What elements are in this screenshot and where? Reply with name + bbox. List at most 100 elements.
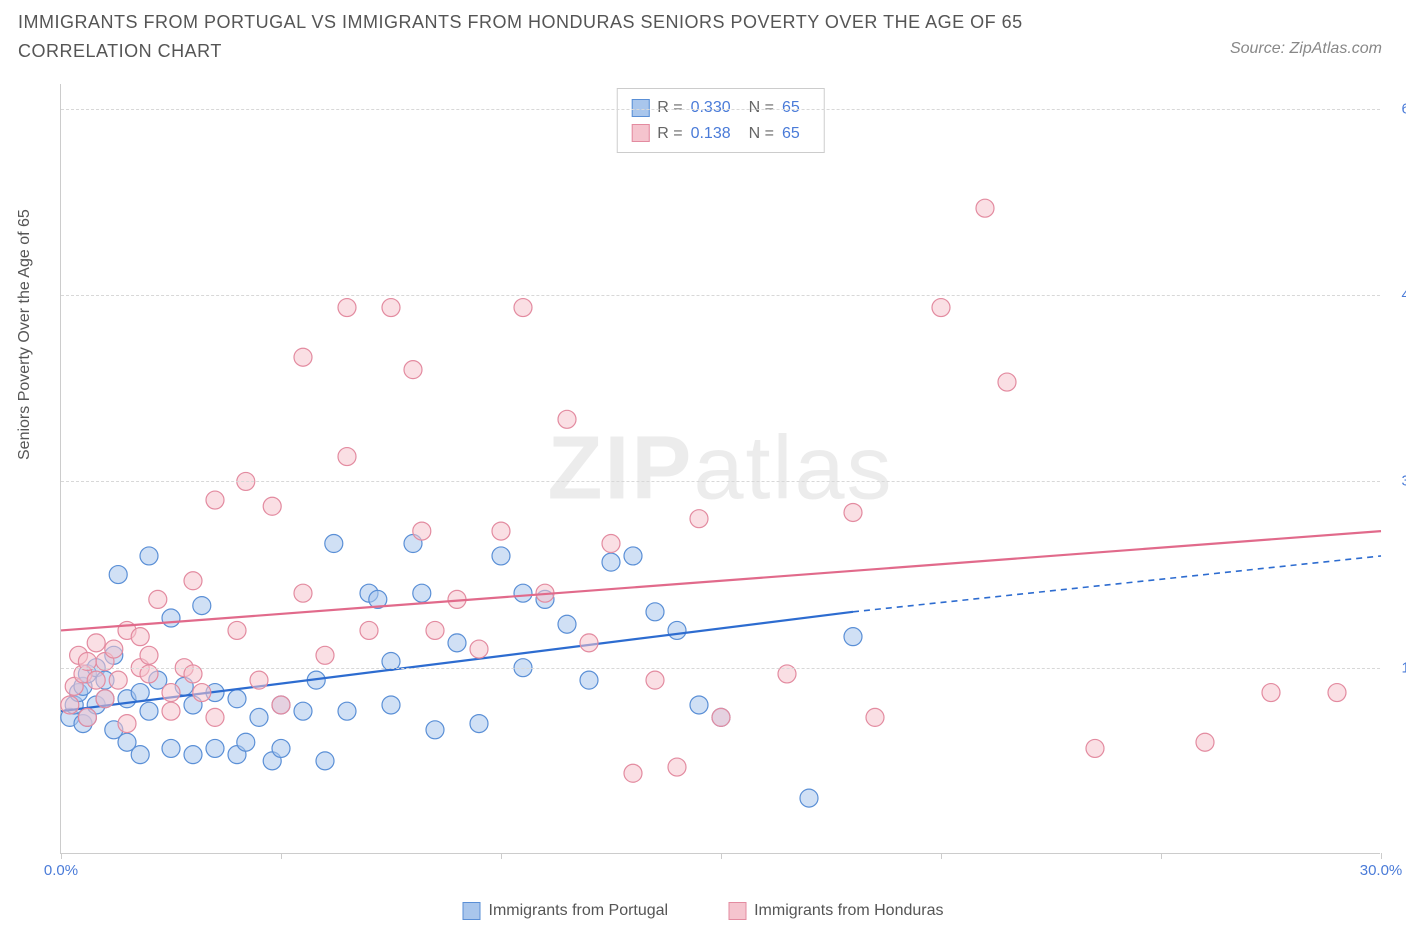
gridline [61, 668, 1380, 669]
scatter-point [325, 535, 343, 553]
scatter-point [131, 684, 149, 702]
scatter-point [602, 553, 620, 571]
x-tick [61, 853, 62, 859]
scatter-point [140, 702, 158, 720]
legend-swatch [463, 902, 481, 920]
stats-row: R = 0.138 N = 65 [631, 121, 810, 147]
scatter-point [149, 590, 167, 608]
scatter-point [844, 628, 862, 646]
legend-label: Immigrants from Honduras [754, 902, 943, 920]
scatter-point [316, 646, 334, 664]
scatter-point [712, 708, 730, 726]
source-label: Source: ZipAtlas.com [1230, 40, 1382, 58]
scatter-point [237, 733, 255, 751]
scatter-point [413, 584, 431, 602]
scatter-point [109, 566, 127, 584]
scatter-point [96, 690, 114, 708]
trend-line [61, 531, 1381, 630]
scatter-point [250, 671, 268, 689]
scatter-point [492, 522, 510, 540]
scatter-point [193, 684, 211, 702]
scatter-point [250, 708, 268, 726]
scatter-point [514, 584, 532, 602]
stats-r-value: 0.138 [691, 121, 731, 147]
scatter-point [492, 547, 510, 565]
scatter-point [184, 746, 202, 764]
scatter-point [470, 640, 488, 658]
legend-label: Immigrants from Portugal [489, 902, 669, 920]
scatter-point [844, 503, 862, 521]
scatter-point [1328, 684, 1346, 702]
stats-r-label: R = [657, 95, 682, 121]
x-tick [721, 853, 722, 859]
legend-swatch [728, 902, 746, 920]
scatter-point [162, 684, 180, 702]
scatter-point [866, 708, 884, 726]
scatter-point [558, 615, 576, 633]
stats-n-label: N = [749, 95, 774, 121]
scatter-point [998, 373, 1016, 391]
scatter-point [140, 646, 158, 664]
scatter-point [294, 348, 312, 366]
scatter-point [646, 603, 664, 621]
scatter-point [932, 299, 950, 317]
scatter-point [404, 361, 422, 379]
scatter-point [976, 199, 994, 217]
scatter-point [206, 708, 224, 726]
stats-n-value: 65 [782, 95, 800, 121]
scatter-point [602, 535, 620, 553]
scatter-point [87, 671, 105, 689]
scatter-point [162, 609, 180, 627]
stats-box: R = 0.330 N = 65 R = 0.138 N = 65 [616, 88, 825, 153]
stats-n-value: 65 [782, 121, 800, 147]
x-tick [941, 853, 942, 859]
scatter-point [413, 522, 431, 540]
scatter-point [690, 696, 708, 714]
scatter-point [131, 628, 149, 646]
scatter-point [272, 696, 290, 714]
stats-n-label: N = [749, 121, 774, 147]
gridline [61, 295, 1380, 296]
scatter-point [668, 758, 686, 776]
scatter-point [294, 702, 312, 720]
stats-r-label: R = [657, 121, 682, 147]
scatter-point [131, 746, 149, 764]
legend-swatch [631, 99, 649, 117]
x-tick [1381, 853, 1382, 859]
scatter-point [316, 752, 334, 770]
y-tick-label: 30.0% [1401, 473, 1406, 490]
scatter-point [580, 634, 598, 652]
scatter-point [162, 702, 180, 720]
scatter-point [448, 634, 466, 652]
scatter-point [184, 572, 202, 590]
y-tick-label: 45.0% [1401, 287, 1406, 304]
scatter-point [338, 702, 356, 720]
gridline [61, 109, 1380, 110]
scatter-point [470, 715, 488, 733]
scatter-point [162, 739, 180, 757]
x-tick-label: 30.0% [1360, 862, 1403, 879]
scatter-point [272, 739, 290, 757]
scatter-point [646, 671, 664, 689]
y-axis-label: Seniors Poverty Over the Age of 65 [16, 209, 34, 460]
scatter-point [668, 621, 686, 639]
scatter-point [624, 764, 642, 782]
stats-r-value: 0.330 [691, 95, 731, 121]
scatter-point [118, 715, 136, 733]
chart-svg [61, 84, 1380, 853]
x-tick [281, 853, 282, 859]
scatter-point [105, 640, 123, 658]
chart-title: IMMIGRANTS FROM PORTUGAL VS IMMIGRANTS F… [18, 8, 1118, 66]
scatter-point [140, 547, 158, 565]
scatter-point [228, 621, 246, 639]
scatter-point [263, 497, 281, 515]
scatter-point [87, 634, 105, 652]
scatter-point [338, 448, 356, 466]
scatter-point [426, 721, 444, 739]
scatter-point [206, 739, 224, 757]
scatter-point [206, 491, 224, 509]
stats-row: R = 0.330 N = 65 [631, 95, 810, 121]
legend-item: Immigrants from Honduras [728, 902, 943, 920]
scatter-point [338, 299, 356, 317]
scatter-point [690, 510, 708, 528]
